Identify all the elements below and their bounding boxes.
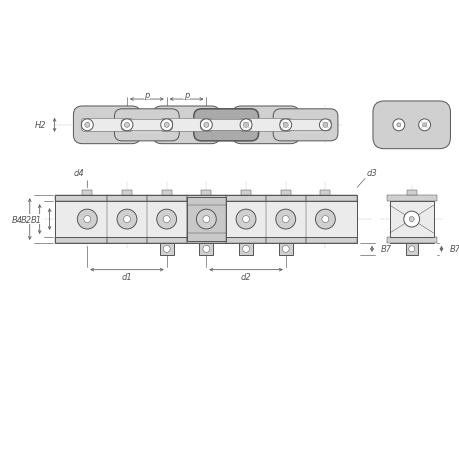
Text: d4: d4 — [74, 169, 84, 178]
Text: p: p — [184, 90, 189, 99]
Bar — [82, 191, 92, 196]
Circle shape — [392, 120, 404, 131]
Circle shape — [163, 246, 170, 253]
Text: B7: B7 — [449, 245, 459, 254]
Circle shape — [243, 123, 248, 128]
Circle shape — [160, 120, 172, 131]
Circle shape — [322, 123, 327, 128]
FancyBboxPatch shape — [152, 107, 220, 145]
Bar — [320, 191, 330, 196]
FancyBboxPatch shape — [273, 110, 337, 141]
Circle shape — [242, 246, 249, 253]
Circle shape — [422, 123, 425, 128]
Circle shape — [282, 216, 289, 223]
Text: p: p — [144, 90, 149, 99]
Text: d3: d3 — [366, 169, 377, 178]
Circle shape — [124, 123, 129, 128]
Text: d2: d2 — [240, 273, 251, 281]
FancyBboxPatch shape — [232, 107, 299, 145]
Circle shape — [163, 216, 170, 223]
Bar — [386, 237, 436, 243]
Circle shape — [235, 210, 255, 230]
Text: B7: B7 — [380, 245, 391, 254]
Circle shape — [242, 216, 249, 223]
Circle shape — [84, 216, 90, 223]
Bar — [55, 237, 356, 243]
Bar — [405, 243, 417, 255]
Circle shape — [403, 212, 419, 228]
Circle shape — [240, 120, 252, 131]
Circle shape — [279, 120, 291, 131]
Circle shape — [123, 216, 130, 223]
Text: B2: B2 — [21, 215, 32, 224]
Circle shape — [81, 120, 93, 131]
Text: B1: B1 — [31, 215, 42, 224]
FancyBboxPatch shape — [280, 120, 330, 131]
Bar — [239, 243, 252, 255]
Circle shape — [396, 123, 400, 128]
Text: d1: d1 — [121, 273, 132, 281]
Bar — [55, 202, 356, 237]
Circle shape — [408, 246, 414, 252]
Circle shape — [319, 120, 330, 131]
Circle shape — [196, 210, 216, 230]
Circle shape — [283, 123, 288, 128]
Bar — [186, 198, 226, 241]
Bar — [162, 191, 171, 196]
Bar — [199, 243, 213, 255]
Circle shape — [84, 123, 90, 128]
FancyBboxPatch shape — [114, 110, 179, 141]
Text: B4: B4 — [11, 215, 22, 224]
Circle shape — [282, 246, 289, 253]
Bar — [406, 191, 416, 196]
Bar — [280, 191, 290, 196]
Circle shape — [418, 120, 430, 131]
Circle shape — [315, 210, 335, 230]
Circle shape — [121, 120, 133, 131]
Bar — [386, 196, 436, 202]
Circle shape — [117, 210, 137, 230]
Bar — [278, 243, 292, 255]
Bar — [55, 196, 356, 202]
FancyBboxPatch shape — [193, 110, 258, 141]
Bar — [55, 196, 356, 243]
FancyBboxPatch shape — [121, 120, 172, 131]
FancyBboxPatch shape — [81, 119, 133, 132]
Text: H2: H2 — [35, 121, 46, 130]
Circle shape — [202, 216, 209, 223]
Circle shape — [275, 210, 295, 230]
Circle shape — [203, 123, 208, 128]
Circle shape — [200, 120, 212, 131]
Bar — [241, 191, 251, 196]
Bar — [159, 243, 173, 255]
FancyBboxPatch shape — [372, 102, 449, 149]
Circle shape — [77, 210, 97, 230]
Bar — [55, 196, 356, 243]
Bar — [201, 191, 211, 196]
FancyBboxPatch shape — [200, 120, 251, 131]
Circle shape — [321, 216, 328, 223]
FancyBboxPatch shape — [240, 119, 291, 132]
FancyBboxPatch shape — [160, 119, 212, 132]
FancyBboxPatch shape — [73, 107, 140, 145]
Circle shape — [157, 210, 176, 230]
Circle shape — [409, 217, 413, 222]
Bar — [389, 196, 432, 243]
Circle shape — [164, 123, 169, 128]
Bar — [389, 202, 432, 237]
Bar — [122, 191, 132, 196]
Circle shape — [202, 246, 209, 253]
